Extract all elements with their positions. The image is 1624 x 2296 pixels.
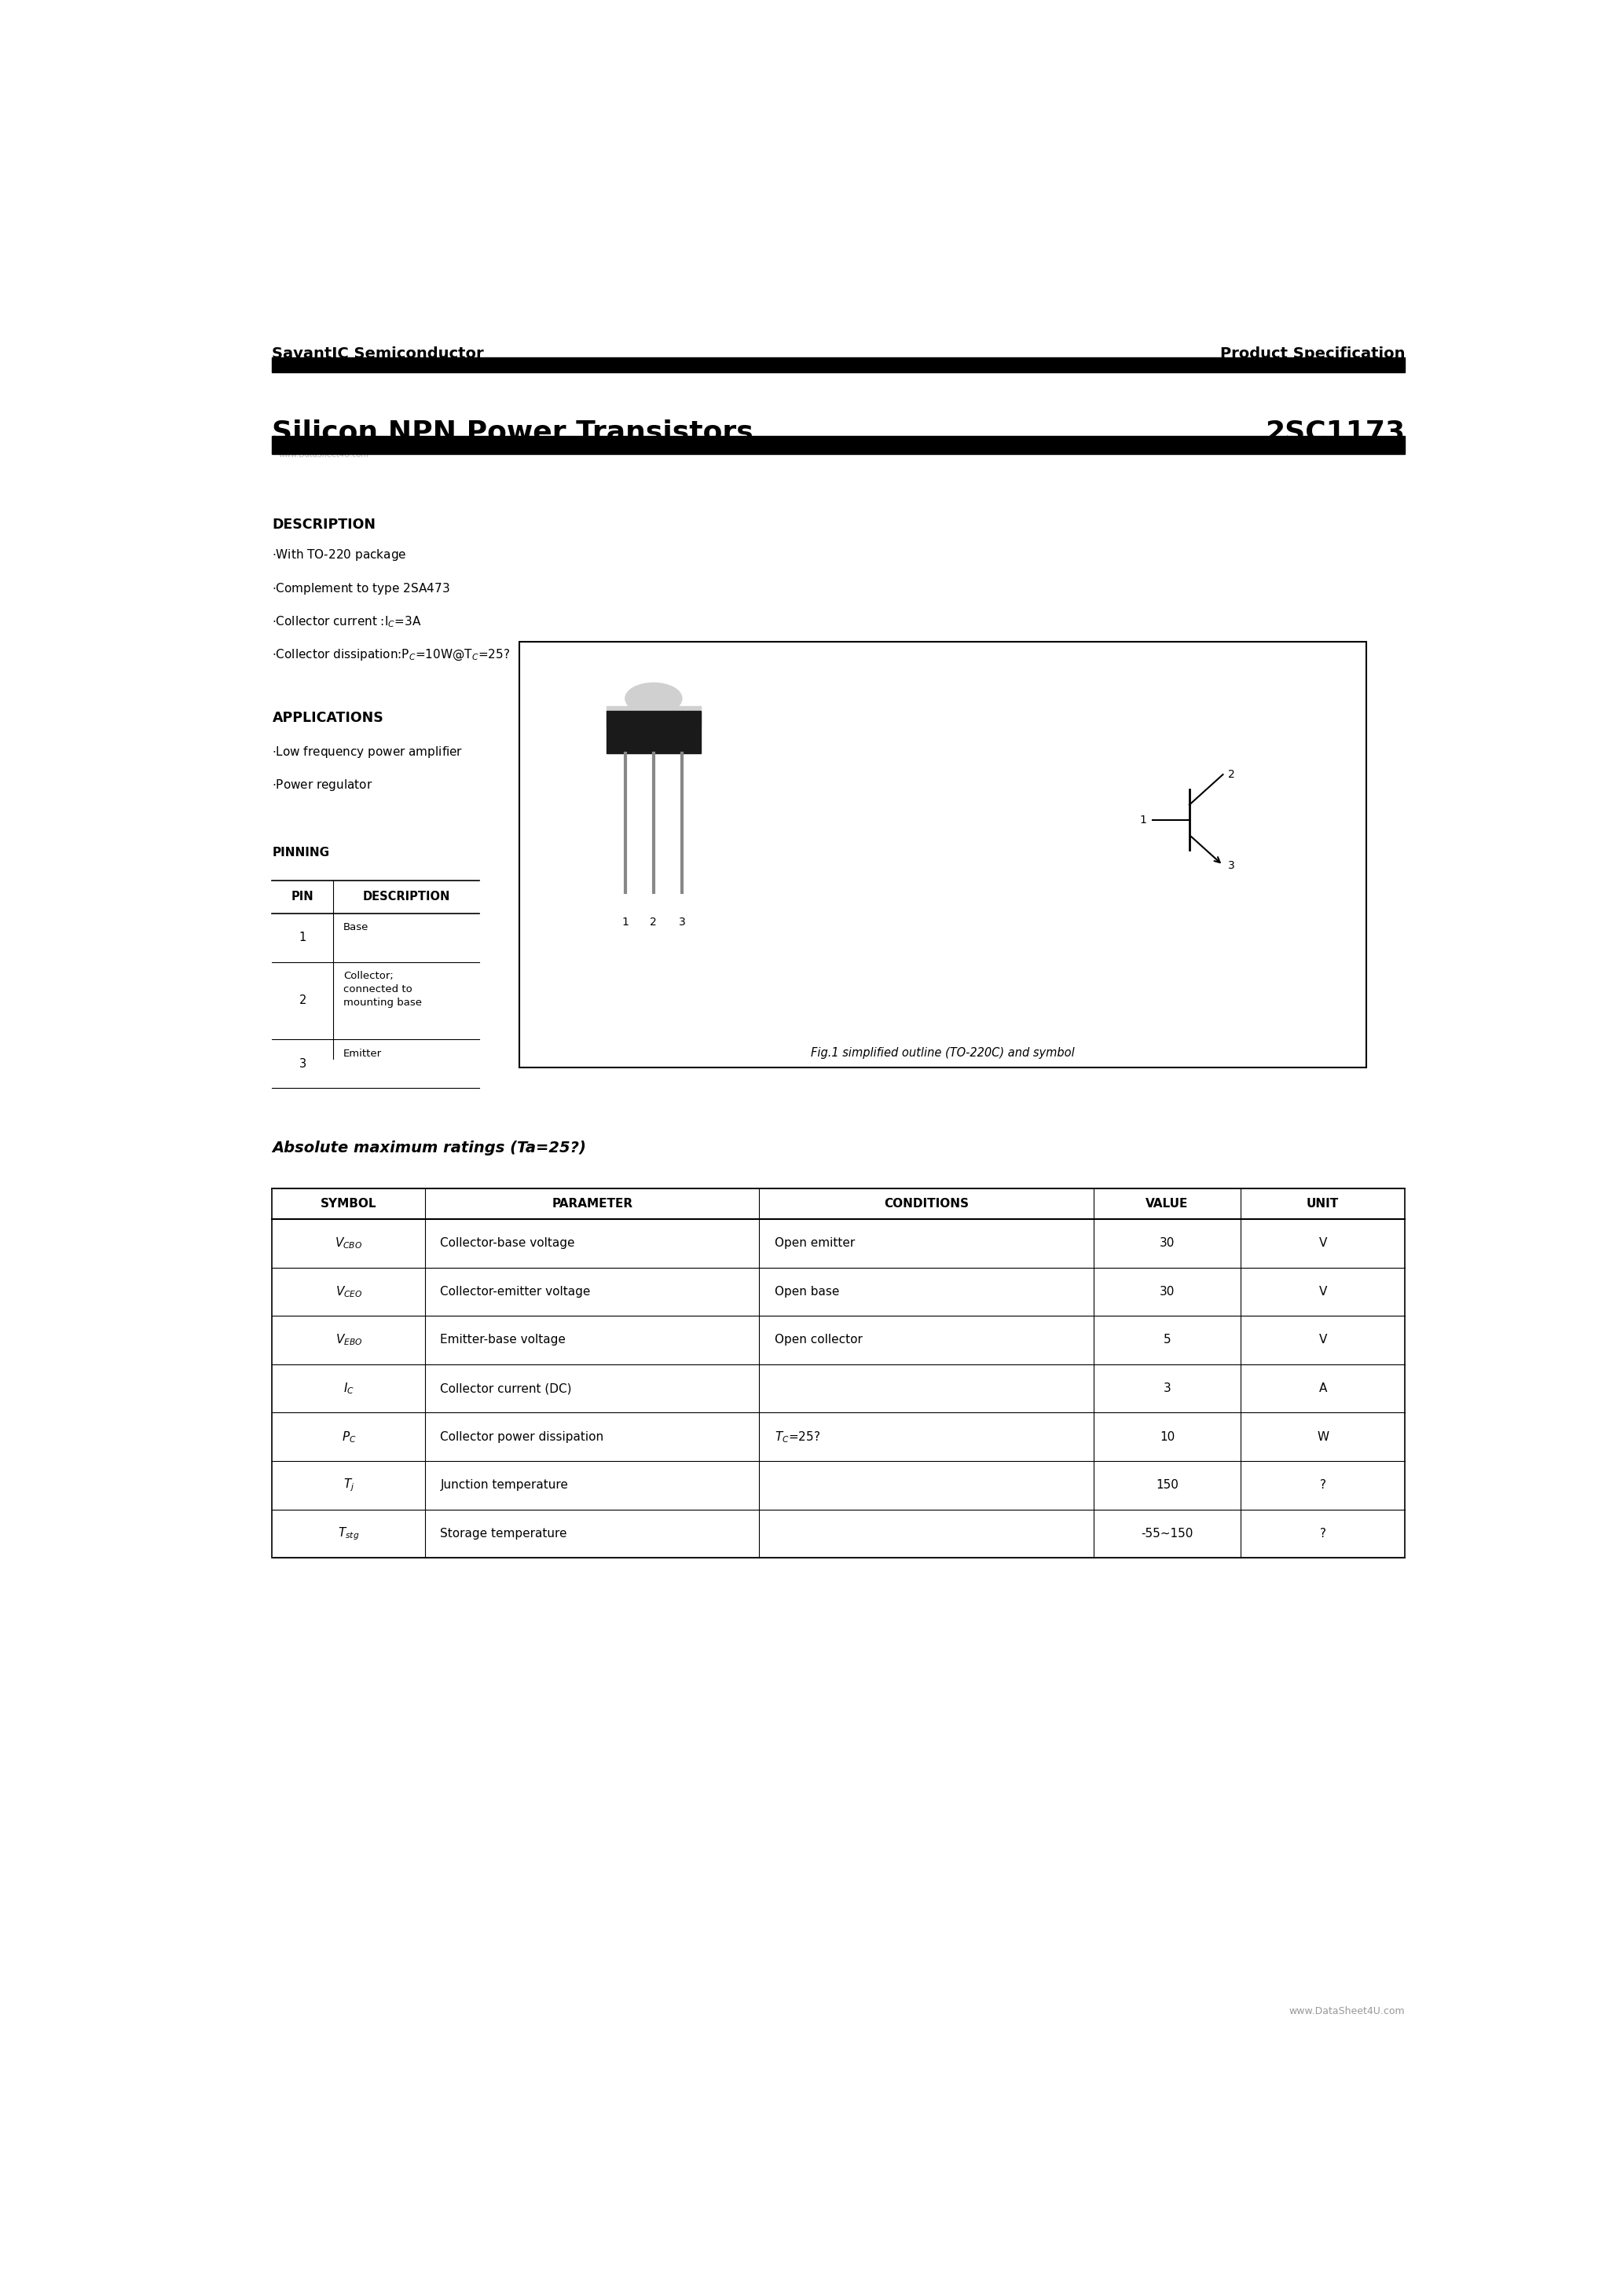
Text: Storage temperature: Storage temperature	[440, 1527, 567, 1538]
Bar	[273, 358, 1405, 372]
Text: Open base: Open base	[775, 1286, 840, 1297]
Text: Silicon NPN Power Transistors: Silicon NPN Power Transistors	[273, 420, 754, 445]
Text: 150: 150	[1156, 1479, 1179, 1490]
Text: Base: Base	[343, 923, 369, 932]
Text: A: A	[1319, 1382, 1327, 1394]
Text: Fig.1 simplified outline (TO-220C) and symbol: Fig.1 simplified outline (TO-220C) and s…	[810, 1047, 1075, 1058]
Text: $V_{CBO}$: $V_{CBO}$	[335, 1235, 362, 1251]
Text: SavantIC Semiconductor: SavantIC Semiconductor	[273, 347, 484, 360]
Text: DESCRIPTION: DESCRIPTION	[362, 891, 450, 902]
Text: Collector-emitter voltage: Collector-emitter voltage	[440, 1286, 591, 1297]
Text: Absolute maximum ratings (Ta=25?): Absolute maximum ratings (Ta=25?)	[273, 1141, 586, 1155]
Ellipse shape	[625, 682, 682, 714]
Bar	[520, 641, 1366, 1068]
Text: $\cdot$With TO-220 package: $\cdot$With TO-220 package	[273, 549, 408, 563]
Text: $\cdot$Complement to type 2SA473: $\cdot$Complement to type 2SA473	[273, 581, 450, 597]
Text: $\cdot$Power regulator: $\cdot$Power regulator	[273, 778, 374, 792]
Text: 1: 1	[299, 932, 307, 944]
Text: Open emitter: Open emitter	[775, 1238, 854, 1249]
Text: $P_C$: $P_C$	[341, 1430, 356, 1444]
Text: 3: 3	[1228, 859, 1234, 870]
Bar	[606, 712, 702, 753]
Text: Emitter-base voltage: Emitter-base voltage	[440, 1334, 565, 1345]
Text: CONDITIONS: CONDITIONS	[883, 1199, 970, 1210]
Text: V: V	[1319, 1334, 1327, 1345]
Bar	[606, 707, 702, 726]
Text: PIN: PIN	[291, 891, 313, 902]
Text: Product Specification: Product Specification	[1220, 347, 1405, 360]
Text: $\cdot$Collector dissipation:P$_C$=10W@T$_C$=25?: $\cdot$Collector dissipation:P$_C$=10W@T…	[273, 647, 510, 661]
Text: 1: 1	[1140, 815, 1147, 824]
Text: PINNING: PINNING	[273, 847, 330, 859]
Text: $I_C$: $I_C$	[343, 1382, 354, 1396]
Text: 30: 30	[1160, 1286, 1174, 1297]
Text: 2: 2	[650, 916, 658, 928]
Text: $\cdot$Collector current :I$_C$=3A: $\cdot$Collector current :I$_C$=3A	[273, 615, 422, 629]
Text: VALUE: VALUE	[1145, 1199, 1189, 1210]
Text: 3: 3	[299, 1058, 307, 1070]
Text: 2: 2	[299, 994, 307, 1006]
Text: $T_{stg}$: $T_{stg}$	[338, 1525, 359, 1541]
Bar	[273, 436, 1405, 455]
Text: $V_{EBO}$: $V_{EBO}$	[335, 1332, 362, 1348]
Text: 2: 2	[1228, 769, 1234, 781]
Text: $\cdot$Low frequency power amplifier: $\cdot$Low frequency power amplifier	[273, 744, 463, 760]
Text: UNIT: UNIT	[1307, 1199, 1340, 1210]
Text: Emitter: Emitter	[343, 1049, 382, 1058]
Text: Collector-base voltage: Collector-base voltage	[440, 1238, 575, 1249]
Text: 3: 3	[1163, 1382, 1171, 1394]
Text: www.DataSheet4U.com: www.DataSheet4U.com	[1289, 2007, 1405, 2016]
Text: www.DataSheet4U.com: www.DataSheet4U.com	[279, 450, 369, 459]
Text: 10: 10	[1160, 1430, 1174, 1442]
Text: 30: 30	[1160, 1238, 1174, 1249]
Text: PARAMETER: PARAMETER	[552, 1199, 633, 1210]
Text: ?: ?	[1320, 1479, 1325, 1490]
Text: V: V	[1319, 1286, 1327, 1297]
Text: 1: 1	[622, 916, 628, 928]
Text: 5: 5	[1163, 1334, 1171, 1345]
Text: Collector power dissipation: Collector power dissipation	[440, 1430, 604, 1442]
Text: DESCRIPTION: DESCRIPTION	[273, 517, 375, 533]
Text: Collector;
connected to
mounting base: Collector; connected to mounting base	[343, 971, 422, 1008]
Text: SYMBOL: SYMBOL	[320, 1199, 377, 1210]
Text: Junction temperature: Junction temperature	[440, 1479, 568, 1490]
Text: $V_{CEO}$: $V_{CEO}$	[335, 1283, 362, 1300]
Text: V: V	[1319, 1238, 1327, 1249]
Text: Collector current (DC): Collector current (DC)	[440, 1382, 572, 1394]
Text: $T_j$: $T_j$	[343, 1476, 354, 1492]
Text: Open collector: Open collector	[775, 1334, 862, 1345]
Bar	[273, 1189, 1405, 1557]
Text: 3: 3	[679, 916, 685, 928]
Text: -55~150: -55~150	[1142, 1527, 1194, 1538]
Text: ?: ?	[1320, 1527, 1325, 1538]
Text: APPLICATIONS: APPLICATIONS	[273, 712, 383, 726]
Text: W: W	[1317, 1430, 1328, 1442]
Text: $T_C$=25?: $T_C$=25?	[775, 1430, 820, 1444]
Text: 2SC1173: 2SC1173	[1265, 420, 1405, 445]
